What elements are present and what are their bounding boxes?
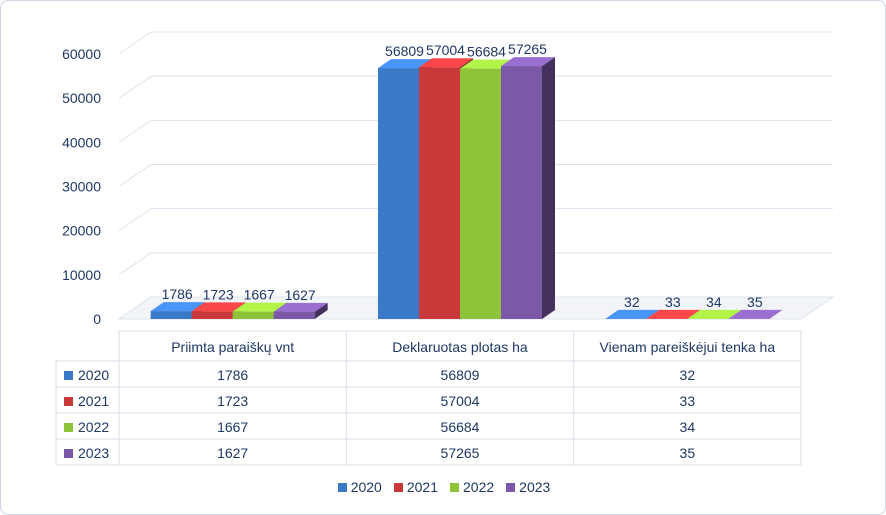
table-legend-swatch [64, 371, 73, 380]
legend-swatch [337, 482, 347, 492]
data-label: 1667 [244, 287, 275, 303]
table-legend-swatch [64, 423, 73, 432]
table-cell: 1723 [217, 393, 248, 409]
table-legend-swatch [64, 397, 73, 406]
y-tick-label: 60000 [62, 46, 101, 62]
gridline-depth [118, 252, 152, 276]
data-label: 32 [624, 294, 640, 310]
table-cell: 35 [680, 445, 696, 461]
bar-top [191, 302, 246, 312]
table-cell: 33 [680, 393, 696, 409]
y-tick-label: 50000 [62, 90, 101, 106]
bar-top [646, 309, 701, 319]
data-label: 56684 [467, 44, 506, 60]
legend-item: 2023 [506, 479, 550, 495]
bar-top [501, 57, 555, 67]
bar [460, 68, 501, 320]
bar-top [728, 309, 783, 319]
legend-swatch [393, 482, 403, 492]
bar [419, 67, 460, 319]
legend-swatch [450, 482, 459, 492]
legend-label: 2023 [519, 479, 551, 495]
table-series-name: 2021 [78, 393, 109, 409]
table-cell: 57265 [441, 445, 480, 461]
bar-top [232, 302, 287, 312]
bar [501, 66, 542, 319]
legend-item: 2022 [450, 479, 494, 495]
y-tick-label: 40000 [62, 134, 101, 150]
bar-top [460, 59, 514, 69]
table-cell: 1667 [217, 419, 248, 435]
table-cell: 56684 [441, 419, 480, 435]
bar-side [542, 57, 555, 319]
data-label: 35 [747, 294, 763, 310]
table-cell: 56809 [441, 367, 480, 383]
y-tick-label: 30000 [62, 179, 101, 195]
bar-top [378, 59, 432, 69]
category-label: Priimta paraiškų vnt [171, 339, 294, 355]
table-cell: 1786 [217, 367, 248, 383]
y-tick-label: 10000 [62, 267, 101, 283]
category-label: Deklaruotas plotas ha [392, 339, 528, 355]
legend-item: 2021 [393, 479, 438, 495]
data-label: 1627 [285, 287, 316, 303]
data-label: 56809 [385, 43, 424, 59]
bar-side [314, 302, 328, 319]
legend-item: 2020 [337, 479, 382, 495]
gridline-depth [118, 208, 152, 232]
gridline-depth [118, 31, 152, 55]
bar [150, 311, 192, 319]
table-legend-swatch [64, 449, 73, 458]
bar [232, 311, 274, 319]
chart-legend: 2020 2021 2022 2023 [1, 479, 886, 495]
table-cell: 34 [680, 419, 696, 435]
data-label: 33 [665, 294, 681, 310]
gridline-depth [118, 164, 152, 187]
legend-label: 2020 [350, 479, 382, 495]
bar-top [273, 302, 328, 312]
data-label: 1786 [162, 286, 193, 302]
gridline-depth [118, 119, 152, 143]
bar-top [419, 58, 473, 68]
table-series-name: 2023 [78, 445, 109, 461]
y-tick-label: 0 [93, 311, 101, 327]
table-series-name: 2020 [78, 367, 109, 383]
data-label: 34 [706, 294, 722, 310]
legend-label: 2021 [406, 479, 438, 495]
gridline-depth [118, 75, 152, 99]
data-label: 1723 [203, 286, 234, 302]
bar-top [150, 302, 205, 312]
data-label: 57265 [508, 41, 547, 57]
y-tick-label: 20000 [62, 223, 101, 239]
legend-label: 2022 [463, 479, 495, 495]
table-series-name: 2022 [78, 419, 109, 435]
bar [378, 68, 419, 319]
bar-top [687, 309, 742, 319]
bar-side [769, 309, 783, 319]
bar [191, 311, 233, 319]
table-cell: 1627 [217, 445, 248, 461]
bar-top [605, 309, 660, 319]
legend-swatch [506, 482, 516, 492]
bar [273, 311, 315, 319]
table-cell: 57004 [441, 393, 480, 409]
table-cell: 32 [680, 367, 696, 383]
data-label: 57004 [426, 42, 465, 58]
category-label: Vienam pareiškėjui tenka ha [600, 339, 776, 355]
bar-chart: 0 10000 20000 30000 40000 50000 60000 1786 1723 1… [55, 31, 835, 466]
